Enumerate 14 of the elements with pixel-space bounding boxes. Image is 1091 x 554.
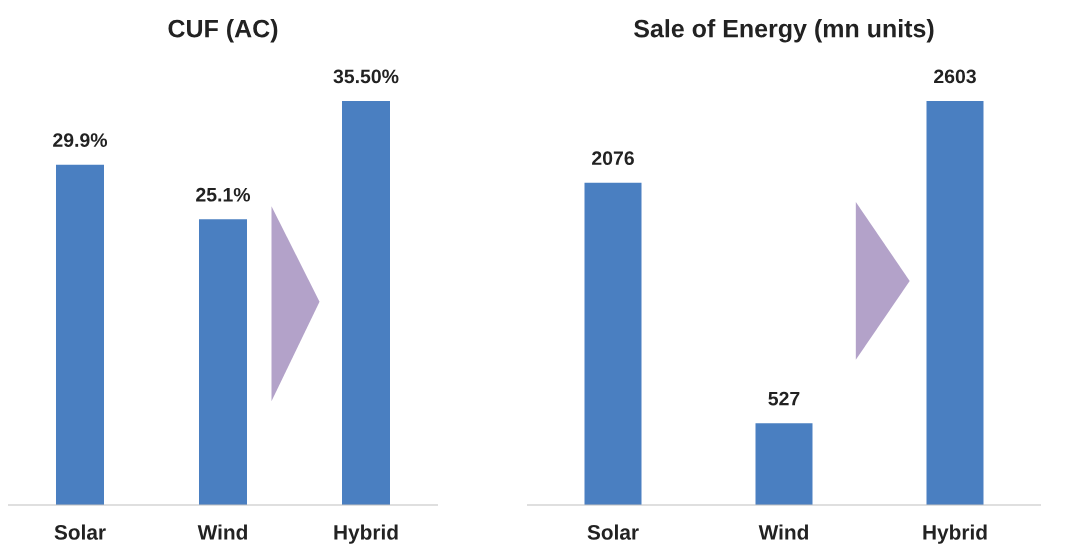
chart-title: CUF (AC) [168,19,278,43]
data-label: 25.1% [196,187,251,202]
data-label: 35.50% [333,69,399,84]
x-tick-label: Wind [197,524,247,540]
x-tick-label: Hybrid [334,524,398,544]
data-label: 2603 [934,69,976,84]
data-label: 2076 [592,151,634,166]
x-tick-label: Wind [758,524,808,540]
data-label: 29.9% [53,133,108,147]
chart-title: Sale of Energy (mn units) [634,19,934,43]
data-label: 527 [768,391,800,406]
x-tick-label: Solar [54,524,106,540]
x-tick-label: Solar [587,524,639,540]
x-tick-label: Hybrid [923,524,987,544]
